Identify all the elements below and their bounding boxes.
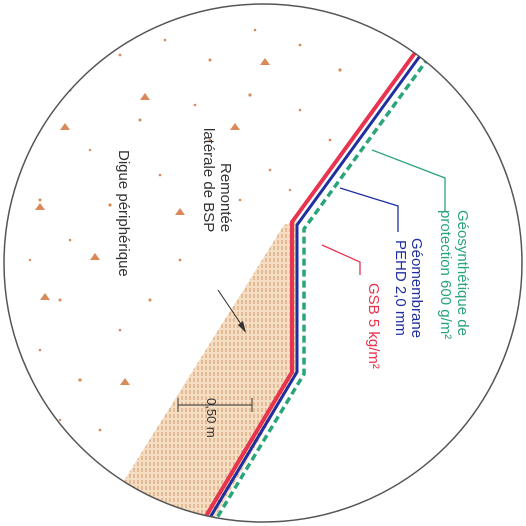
geosynthetique-label-line1: Géosynthétique de: [454, 210, 471, 336]
dimension-label: 0,50 m: [204, 398, 219, 438]
detail-circle-outline: [3, 3, 523, 523]
dimension-marker: [177, 398, 253, 412]
bsp-leader-arrow: [238, 321, 246, 333]
geomembrane-label-line2: PEHD 2,0 mm: [392, 240, 409, 336]
geomembrane-layer-line: [203, 48, 427, 522]
dike-speckle-texture: [28, 28, 342, 432]
bsp-lateral-raise-area: [120, 220, 298, 522]
geosynthetique-label-line2: protection 600 g/m²: [437, 210, 454, 339]
digue-label: Digue périphérique: [115, 150, 132, 277]
geosynthetique-leader-line: [371, 149, 446, 212]
gsb-label: GSB 5 kg/m²: [365, 283, 382, 369]
remontee-label-line2: latérale de BSP: [200, 128, 217, 232]
geomembrane-leader-line: [339, 187, 399, 232]
gsb-layer-line: [198, 44, 422, 522]
remontee-label-line1: Remontée: [217, 163, 234, 232]
gsb-leader-line: [321, 244, 361, 275]
geosynthetique-layer-line: [210, 51, 434, 522]
geomembrane-label-line1: Géomembrane: [408, 238, 425, 338]
